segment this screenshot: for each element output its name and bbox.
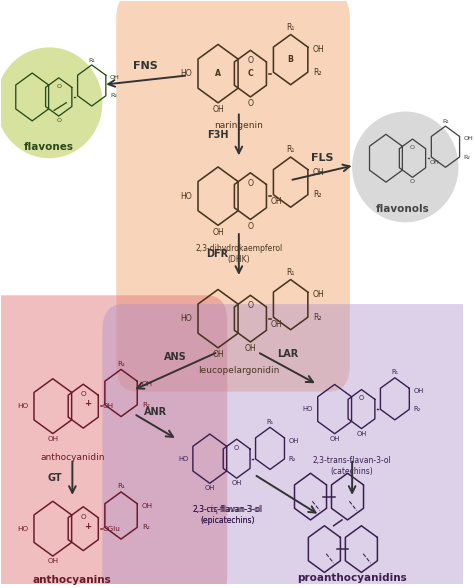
Text: leucopelargonidin: leucopelargonidin <box>198 366 280 376</box>
Text: 2,3-ιτς-flavan-3-ol
(epicatechins): 2,3-ιτς-flavan-3-ol (epicatechins) <box>192 505 263 526</box>
Text: OH: OH <box>271 198 283 206</box>
Text: O: O <box>247 99 254 108</box>
Text: R₂: R₂ <box>414 406 421 412</box>
Text: OH: OH <box>313 290 325 299</box>
Text: R₁: R₁ <box>286 268 295 276</box>
Text: OH: OH <box>464 136 474 141</box>
Text: FLS: FLS <box>311 153 333 163</box>
Text: HO: HO <box>303 406 313 412</box>
Text: LAR: LAR <box>277 349 298 359</box>
Text: OH: OH <box>102 403 113 409</box>
Text: O: O <box>247 179 254 188</box>
Text: OH: OH <box>429 161 439 165</box>
Text: R₂: R₂ <box>313 313 321 322</box>
Text: OH: OH <box>329 436 340 442</box>
Text: HO: HO <box>18 403 28 409</box>
Text: OH: OH <box>212 105 224 114</box>
Text: flavonols: flavonols <box>376 203 430 213</box>
FancyBboxPatch shape <box>116 0 350 392</box>
Text: O: O <box>81 513 86 520</box>
Text: OH: OH <box>110 75 119 80</box>
Text: O: O <box>234 445 239 451</box>
Text: R₂: R₂ <box>142 402 150 408</box>
Text: O: O <box>410 145 415 150</box>
Text: HO: HO <box>181 314 192 323</box>
Text: OH: OH <box>142 380 153 386</box>
Text: +: + <box>84 399 91 409</box>
Text: HO: HO <box>18 526 28 532</box>
Text: O: O <box>56 84 61 89</box>
Text: R₂: R₂ <box>142 524 150 530</box>
Text: DFR: DFR <box>207 249 228 259</box>
Text: R₁: R₁ <box>286 145 295 154</box>
Text: R₁: R₁ <box>286 22 295 32</box>
Text: OH: OH <box>212 350 224 359</box>
Text: proanthocyanidins: proanthocyanidins <box>297 573 407 583</box>
Text: R₁: R₁ <box>442 119 449 123</box>
FancyBboxPatch shape <box>102 304 474 588</box>
Text: F3H: F3H <box>207 130 228 140</box>
Text: R₂: R₂ <box>110 93 117 98</box>
Text: ANR: ANR <box>144 407 167 417</box>
Text: +: + <box>84 522 91 531</box>
Text: OH: OH <box>245 345 256 353</box>
Text: R₂: R₂ <box>313 68 321 76</box>
Text: OH: OH <box>289 438 299 444</box>
Text: naringenin: naringenin <box>214 122 263 131</box>
Text: O: O <box>247 301 254 310</box>
Text: ANS: ANS <box>164 352 187 362</box>
Text: O: O <box>410 179 415 184</box>
Text: OH: OH <box>47 558 58 564</box>
Text: R₁: R₁ <box>117 360 125 367</box>
Text: HO: HO <box>178 456 188 462</box>
Text: A: A <box>215 69 221 78</box>
Text: 2,3-dihydrokaempferol
(DHK): 2,3-dihydrokaempferol (DHK) <box>195 244 283 264</box>
Text: OH: OH <box>212 228 224 236</box>
Text: OH: OH <box>313 168 325 176</box>
Text: 2,3-cis-flavan-3-ol
(epicatechins): 2,3-cis-flavan-3-ol (epicatechins) <box>193 505 262 526</box>
Text: anthocyanidin: anthocyanidin <box>40 453 105 462</box>
Text: OH: OH <box>414 389 424 395</box>
Text: OH: OH <box>142 503 153 509</box>
Text: OH: OH <box>47 436 58 442</box>
Text: OH: OH <box>271 320 283 329</box>
Text: B: B <box>288 55 293 64</box>
Text: R₂: R₂ <box>289 456 296 462</box>
Text: R₁: R₁ <box>88 58 95 62</box>
Text: flavones: flavones <box>24 142 74 152</box>
Ellipse shape <box>0 48 102 158</box>
Text: 2,3-trans-flavan-3-ol
(catechins): 2,3-trans-flavan-3-ol (catechins) <box>313 456 392 476</box>
Text: O: O <box>81 391 86 397</box>
Text: OH: OH <box>205 485 215 492</box>
Text: C: C <box>247 69 253 78</box>
Text: HO: HO <box>181 192 192 201</box>
Text: R₁: R₁ <box>391 369 399 375</box>
Text: O: O <box>56 118 61 123</box>
Text: OH: OH <box>313 45 325 54</box>
FancyBboxPatch shape <box>0 295 227 588</box>
Text: HO: HO <box>181 69 192 78</box>
Text: OH: OH <box>356 430 366 437</box>
Text: FNS: FNS <box>133 61 158 71</box>
Text: O: O <box>247 222 254 231</box>
Text: R₂: R₂ <box>313 190 321 199</box>
Text: OH: OH <box>231 480 242 486</box>
Text: anthocyanins: anthocyanins <box>33 575 112 585</box>
Text: R₁: R₁ <box>117 483 125 489</box>
Ellipse shape <box>352 112 458 222</box>
Text: GT: GT <box>47 473 62 483</box>
Text: O: O <box>247 56 254 65</box>
Text: R₂: R₂ <box>464 155 471 159</box>
Text: O: O <box>359 395 364 402</box>
Text: OGlu: OGlu <box>102 526 120 532</box>
Text: R₁: R₁ <box>266 419 273 425</box>
